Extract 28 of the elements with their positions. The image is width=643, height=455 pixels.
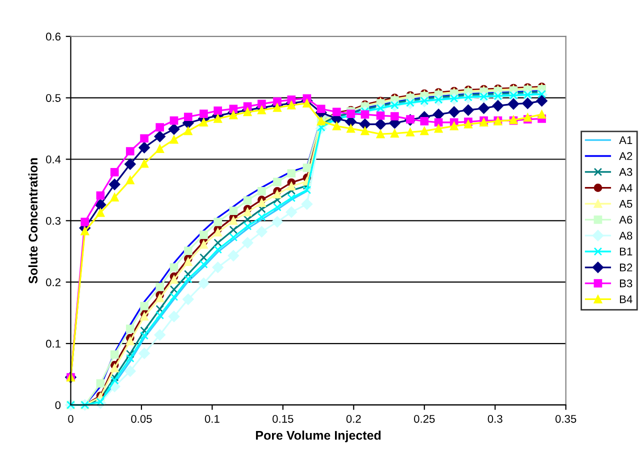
x-tick-label: 0: [68, 414, 74, 423]
legend-label: A4: [619, 184, 632, 192]
y-axis-title: Solute Concentration: [28, 158, 38, 284]
legend-label: A5: [619, 200, 632, 208]
x-tick-label: 0.2: [346, 414, 361, 423]
y-tick-label: 0: [55, 401, 61, 410]
x-tick-label: 0.15: [272, 414, 294, 423]
y-tick-label: 0.5: [46, 94, 61, 102]
y-tick-label: 0.4: [46, 156, 61, 164]
x-tick-label: 0.3: [488, 414, 502, 423]
legend-label: A3: [619, 168, 632, 176]
legend-label: B2: [620, 264, 632, 272]
x-tick-label: 0.35: [555, 414, 576, 423]
legend-label: B4: [620, 295, 632, 304]
y-tick-label: 0.2: [46, 278, 60, 286]
y-tick-label: 0.3: [46, 216, 61, 225]
y-tick-label: 0.1: [46, 340, 60, 348]
legend-label: B3: [620, 279, 632, 288]
legend-label: A1: [619, 136, 632, 144]
x-axis-title: Pore Volume Injected: [256, 430, 381, 442]
legend-label: A6: [619, 216, 632, 224]
x-tick-label: 0.05: [131, 414, 152, 423]
legend-label: A2: [619, 152, 632, 160]
y-tick-label: 0.6: [46, 32, 61, 41]
legend-label: A8: [619, 232, 632, 240]
x-tick-label: 0.25: [414, 414, 435, 423]
legend-label: B1: [620, 248, 632, 256]
x-tick-label: 0.1: [204, 414, 220, 423]
